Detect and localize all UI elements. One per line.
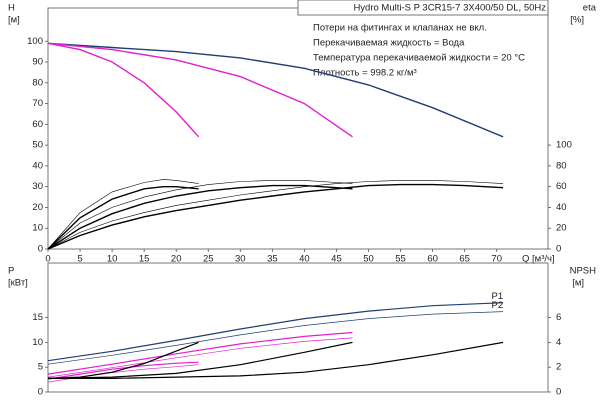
- curve: [47, 186, 199, 250]
- y-tick-label: 5: [38, 362, 43, 373]
- curve: [47, 42, 353, 138]
- y2-tick-label: 4: [556, 337, 561, 348]
- note: Потери на фитингах и клапанах не вкл.: [313, 23, 487, 34]
- y-tick-label: 90: [32, 57, 43, 68]
- y2-tick-label: 2: [556, 362, 561, 373]
- y-tick-label: 0: [38, 387, 43, 398]
- x-axis-label: Q [м³/ч]: [522, 254, 555, 265]
- curve: [47, 337, 353, 378]
- curve: [47, 179, 199, 250]
- curve: [48, 341, 504, 379]
- chart-title: Hydro Multi-S P 3CR15-7 3X400/50 DL, 50H…: [353, 3, 546, 14]
- x-tick-label: 5: [77, 254, 82, 265]
- y-axis-unit: [кВт]: [8, 278, 28, 289]
- y-tick-label: 50: [32, 140, 43, 151]
- x-tick-label: 40: [299, 254, 310, 265]
- y-tick-label: 0: [38, 244, 43, 255]
- y2-axis-unit: [м]: [572, 278, 584, 289]
- x-tick-label: 20: [171, 254, 182, 265]
- y2-axis-label: NPSH: [570, 266, 597, 277]
- curve: [47, 302, 504, 362]
- y2-axis-label: eta: [583, 3, 597, 14]
- y-tick-label: 80: [32, 77, 43, 88]
- y-tick-label: 10: [32, 223, 43, 234]
- note: Плотность = 998.2 кг/м³: [313, 68, 417, 79]
- curve: [47, 311, 504, 365]
- y-axis-label: H: [8, 3, 15, 14]
- y2-axis-unit: [%]: [570, 15, 584, 26]
- y2-tick-label: 40: [556, 202, 567, 213]
- curve: [47, 42, 200, 138]
- curve: [47, 184, 353, 250]
- curve: [47, 180, 353, 250]
- title-box: [297, 0, 549, 16]
- y2-tick-label: 60: [556, 181, 567, 192]
- curve: [47, 341, 353, 379]
- x-tick-label: 15: [139, 254, 150, 265]
- x-tick-label: 45: [331, 254, 342, 265]
- y-tick-label: 30: [32, 181, 43, 192]
- y-tick-label: 15: [32, 312, 43, 323]
- note: Температура перекачиваемой жидкости = 20…: [313, 53, 525, 64]
- plot-frame: [47, 7, 549, 250]
- curve-label: P2: [492, 300, 504, 311]
- y-tick-label: 20: [32, 202, 43, 213]
- curve: [47, 180, 504, 250]
- y2-tick-label: 20: [556, 223, 567, 234]
- y-tick-label: 100: [27, 36, 43, 47]
- x-tick-label: 0: [45, 254, 50, 265]
- x-tick-label: 55: [395, 254, 406, 265]
- curve: [47, 183, 504, 250]
- y-axis-label: P: [8, 266, 14, 277]
- y-tick-label: 10: [32, 337, 43, 348]
- y2-tick-label: 80: [556, 160, 567, 171]
- y2-tick-label: 6: [556, 312, 561, 323]
- y2-tick-label: 0: [556, 244, 561, 255]
- x-tick-label: 60: [427, 254, 438, 265]
- y2-tick-label: 100: [556, 140, 572, 151]
- x-tick-label: 10: [107, 254, 118, 265]
- y-tick-label: 40: [32, 160, 43, 171]
- curve: [47, 42, 504, 138]
- x-tick-label: 25: [203, 254, 214, 265]
- curve-label: P1: [492, 291, 504, 302]
- x-tick-label: 65: [459, 254, 470, 265]
- x-tick-label: 50: [363, 254, 374, 265]
- y2-tick-label: 0: [556, 387, 561, 398]
- y-tick-label: 70: [32, 98, 43, 109]
- note: Перекачиваемая жидкость = Вода: [313, 38, 465, 49]
- plot-frame: [47, 262, 549, 393]
- y-tick-label: 60: [32, 119, 43, 130]
- x-tick-label: 35: [267, 254, 278, 265]
- x-tick-label: 30: [235, 254, 246, 265]
- y-axis-unit: [м]: [8, 15, 20, 26]
- curve: [47, 331, 353, 375]
- curve: [47, 341, 199, 379]
- x-tick-label: 70: [491, 254, 502, 265]
